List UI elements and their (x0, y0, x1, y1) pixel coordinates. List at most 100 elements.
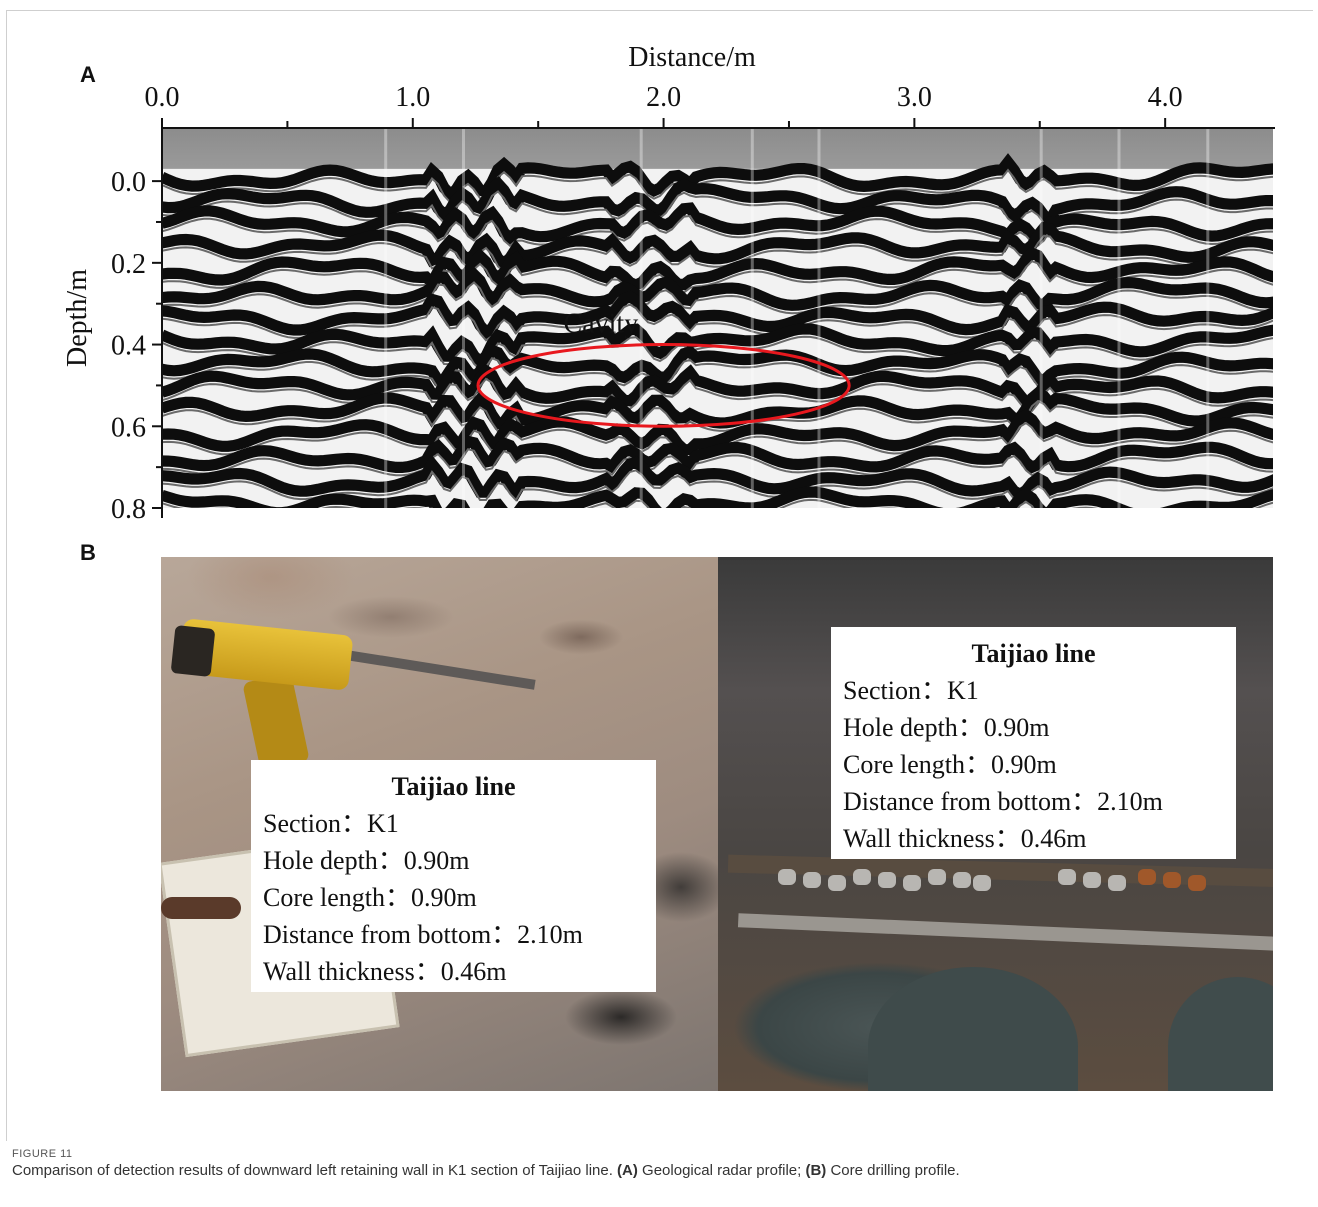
y-tick-label: 0.6 (111, 412, 146, 443)
radar-reflection-edge (162, 234, 1273, 273)
radar-reflection-edge (162, 281, 1273, 315)
radar-air-layer (162, 128, 1273, 169)
radar-trace-disruption (639, 128, 643, 508)
left-info-section: Section：K1 (263, 809, 399, 838)
radar-profile-chart: Distance/m Depth/m 0.0 1.0 2.0 3.0 4.0 0.00.… (62, 42, 1278, 540)
hand-image (161, 897, 241, 919)
radar-image (162, 128, 1278, 540)
radar-reflection-band (1013, 507, 1016, 508)
caption-text: Comparison of detection results of downw… (12, 1162, 1308, 1179)
panel-a-label: A (80, 62, 96, 87)
core-sample-fragment (1083, 872, 1101, 888)
core-sample-fragment (953, 872, 971, 888)
radar-reflection-band (162, 176, 1273, 229)
left-info-hole-depth: Hole depth：0.90m (263, 846, 470, 875)
y-tick-label: 0.2 (111, 249, 146, 280)
radar-reflection-band (162, 343, 1273, 387)
right-info-core-length: Core length：0.90m (843, 750, 1057, 779)
radar-reflection-edge (162, 377, 1273, 412)
knee-image-right (1168, 977, 1273, 1091)
radar-reflection-edge (162, 448, 1273, 477)
caption-a-text: Geological radar profile; (637, 1162, 806, 1179)
radar-reflection-edge (162, 260, 1273, 295)
x-axis-title: Distance/m (628, 42, 756, 73)
y-tick-label: 0.0 (111, 167, 146, 198)
core-sample-fragment (803, 872, 821, 888)
y-tick-label: 0.8 (111, 494, 146, 525)
right-info-distance: Distance from bottom：2.10m (843, 787, 1163, 816)
panel-b-label: B (80, 540, 96, 565)
radar-axes (152, 118, 1275, 518)
radar-trace-disruption (384, 128, 388, 508)
right-info-section: Section：K1 (843, 676, 979, 705)
figure-caption: FIGURE 11 Comparison of detection result… (12, 1148, 1308, 1179)
right-info-box: Taijiao line Section：K1 Hole depth：0.90m… (831, 627, 1236, 859)
right-info-title: Taijiao line (971, 639, 1096, 668)
caption-a-label: (A) (617, 1162, 638, 1179)
x-tick-label: 3.0 (897, 82, 932, 113)
caption-b-text: Core drilling profile. (826, 1162, 960, 1179)
radar-reflection-edge (162, 399, 1273, 433)
y-axis-title: Depth/m (62, 269, 93, 367)
radar-reflection-edge (162, 356, 1273, 390)
radar-reflection-band (162, 435, 1273, 475)
radar-reflection-edge (162, 522, 1278, 540)
drill-motor-image (170, 625, 216, 677)
radar-reflection-edge (162, 190, 1273, 230)
right-info-hole-depth: Hole depth：0.90m (843, 713, 1050, 742)
radar-trace-disruption (1206, 128, 1210, 508)
knee-image (868, 967, 1078, 1091)
radar-reflection-band (162, 267, 1273, 311)
radar-reflection-band (162, 290, 1273, 340)
core-sample-fragment (1163, 872, 1181, 888)
core-sample-fragment (1188, 875, 1206, 891)
x-tick-label: 2.0 (646, 82, 681, 113)
radar-trace-disruption (817, 128, 821, 508)
left-info-title: Taijiao line (391, 772, 516, 801)
x-tick-labels: 0.0 1.0 2.0 3.0 4.0 (145, 82, 1183, 113)
y-tick-labels: 0.0 0.2 0.4 0.6 0.8 (111, 167, 146, 525)
left-info-core-length: Core length：0.90m (263, 883, 477, 912)
radar-reflection-edge (162, 469, 1273, 504)
radar-reflection-band (162, 486, 1273, 508)
radar-trace-disruption (750, 128, 754, 508)
core-sample-fragment (973, 875, 991, 891)
radar-trace-disruption (1117, 128, 1121, 508)
left-info-distance: Distance from bottom：2.10m (263, 920, 583, 949)
cavity-annotation-ellipse (476, 343, 851, 428)
x-tick-label: 1.0 (395, 82, 430, 113)
core-drilling-photos: Taijiao line Section：K1 Hole depth：0.90m… (161, 557, 1273, 1091)
radar-reflection-edge (162, 498, 1273, 508)
measuring-tape-image (737, 913, 1273, 951)
radar-reflection-band (162, 246, 1273, 293)
figure-frame (6, 10, 1313, 1141)
cavity-label: Cavity (564, 309, 639, 340)
core-sample-fragment (903, 875, 921, 891)
caption-b-label: (B) (805, 1162, 827, 1179)
core-sample-fragment (778, 869, 796, 885)
core-sample-fragment (1108, 875, 1126, 891)
drill-handle-image (242, 672, 310, 772)
x-tick-label: 4.0 (1148, 82, 1183, 113)
caption-text-start: Comparison of detection results of downw… (12, 1162, 618, 1179)
drilling-site-photo: Taijiao line Section：K1 Hole depth：0.90m… (161, 557, 718, 1091)
radar-reflection-band (162, 202, 1273, 246)
radar-trace-disruption (462, 128, 465, 508)
core-samples-photo: Taijiao line Section：K1 Hole depth：0.90m… (718, 557, 1273, 1091)
core-sample-fragment (853, 869, 871, 885)
core-sample-fragment (828, 875, 846, 891)
figure-label: FIGURE 11 (12, 1148, 73, 1160)
radar-reflection-edge (162, 168, 1273, 204)
core-sample-fragment (928, 869, 946, 885)
radar-reflection-band (162, 454, 1273, 502)
x-tick-label: 0.0 (145, 82, 180, 113)
drill-bit-image (346, 650, 536, 690)
radar-trace-disruption (1039, 128, 1043, 508)
core-sample-fragment (1058, 869, 1076, 885)
left-info-wall-thickness: Wall thickness：0.46m (263, 957, 507, 986)
core-sample-fragment (878, 872, 896, 888)
core-sample-fragment (1138, 869, 1156, 885)
radar-reflection-band (162, 363, 1273, 409)
radar-reflection-band (162, 408, 1273, 456)
radar-reflection-edge (162, 303, 1273, 342)
